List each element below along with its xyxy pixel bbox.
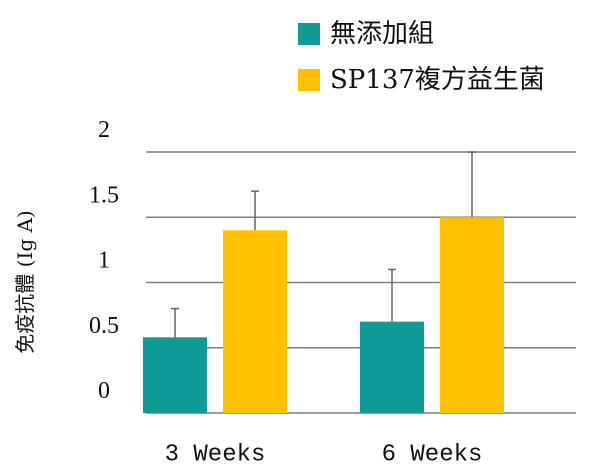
legend-item-sp137: SP137複方益生菌	[298, 64, 545, 96]
y-tick-label: 1.5	[89, 182, 119, 208]
legend-label-sp137: SP137複方益生菌	[330, 65, 545, 95]
y-tick-label: 2	[98, 117, 110, 143]
bar-sp137	[223, 230, 287, 413]
y-axis-label: 免疫抗體 (Ig A)	[13, 210, 37, 353]
legend-item-no-additive: 無添加組	[298, 18, 545, 50]
legend-swatch-sp137	[298, 69, 320, 91]
bar-sp137	[440, 217, 504, 413]
bar-no-additive	[143, 337, 207, 413]
legend-swatch-no-additive	[298, 23, 320, 45]
x-category-label: 6 Weeks	[382, 442, 483, 469]
legend: 無添加組 SP137複方益生菌	[298, 18, 545, 110]
x-category-label: 3 Weeks	[165, 442, 266, 469]
y-tick-label: 0	[98, 378, 110, 404]
legend-label-no-additive: 無添加組	[330, 19, 435, 49]
y-tick-label: 1	[98, 248, 110, 274]
y-tick-label: 0.5	[89, 313, 119, 339]
bar-no-additive	[360, 321, 424, 413]
